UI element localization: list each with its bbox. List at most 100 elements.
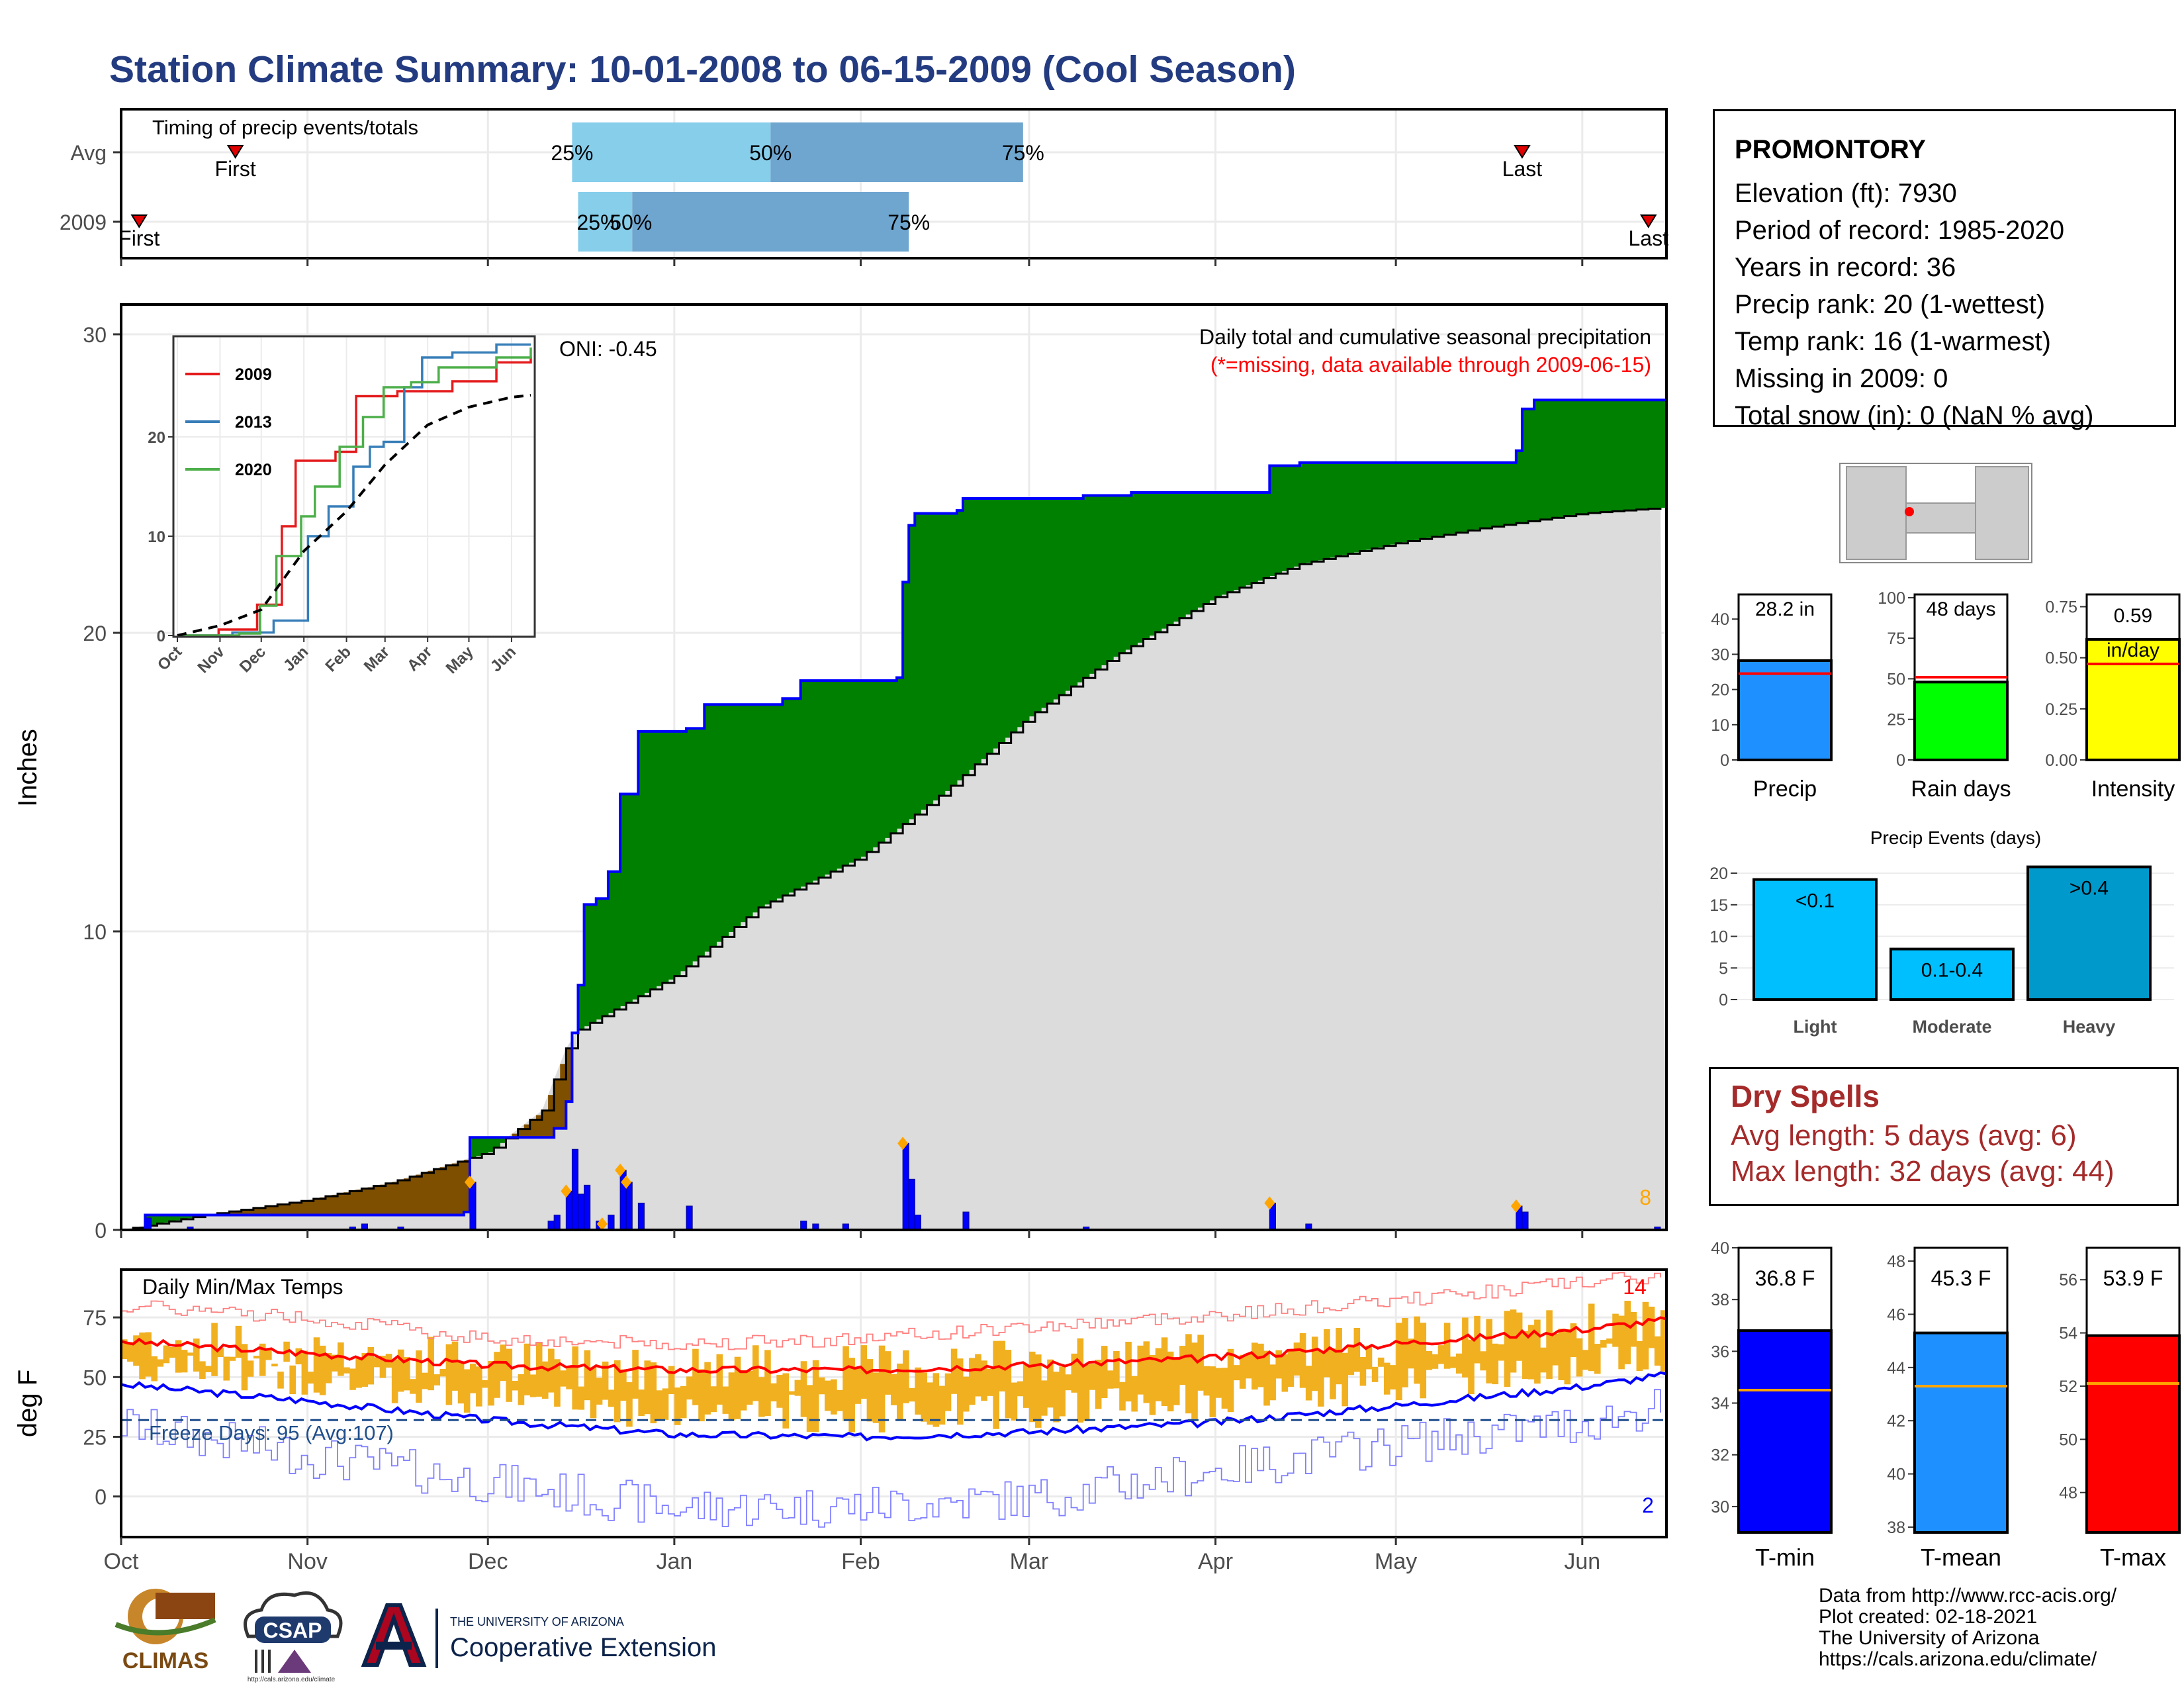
temps-daily-range-bar: [271, 1363, 278, 1367]
temps-daily-range-bar: [680, 1385, 687, 1419]
temps-daily-range-bar: [451, 1341, 459, 1391]
temps-daily-range-bar: [746, 1371, 753, 1405]
timing-category-label: 2009: [60, 211, 107, 234]
precip-event-marker: [1264, 1196, 1275, 1210]
summary-precip-y-tick-label: 10: [1711, 716, 1729, 735]
temps-daily-range-bar: [1468, 1339, 1475, 1394]
temps-daily-range-bar: [1432, 1354, 1439, 1369]
precip-panel-border: [120, 303, 1668, 1231]
temps-daily-range-bar: [457, 1361, 465, 1404]
temps-daily-range-bar: [1083, 1364, 1090, 1421]
credit-url: https://cals.arizona.edu/climate/: [1819, 1648, 2097, 1670]
temps-daily-range-bar: [1437, 1345, 1445, 1364]
temps-daily-range-bar: [1353, 1327, 1361, 1372]
temp-bar-t-min-y-tick-label: 32: [1711, 1446, 1729, 1465]
inset-legend-label: 2020: [235, 461, 272, 479]
timing-panel-border: [120, 108, 1668, 259]
summary-rain-days-y-tick-label: 50: [1887, 670, 1905, 688]
temps-daily-range-bar: [903, 1350, 909, 1403]
temps-daily-range-bar: [1215, 1368, 1222, 1398]
temps-daily-range-bar: [253, 1356, 260, 1359]
precip-daily-bar: [565, 1190, 572, 1231]
summary-rain-days-value-bar: [1913, 680, 2009, 761]
temps-daily-range-bar: [529, 1374, 537, 1397]
precip-cumulative-2009-line: [121, 391, 1668, 1231]
temps-daily-range-bar: [391, 1359, 398, 1403]
temps-daily-range-bar: [674, 1387, 681, 1425]
temps-daily-range-bar: [463, 1369, 471, 1413]
timing-bar-50-75: [770, 122, 1023, 182]
temps-daily-range-bar: [355, 1356, 362, 1388]
temps-daily-range-bar: [782, 1373, 790, 1429]
temps-daily-range-bar: [494, 1352, 500, 1398]
temps-daily-range-bar: [404, 1357, 410, 1391]
precip-y-axis-label: Inches: [13, 729, 42, 807]
temps-daily-range-bar: [151, 1356, 158, 1382]
temps-daily-range-bar: [1028, 1351, 1036, 1423]
temps-daily-range-bar: [800, 1361, 807, 1417]
temps-daily-range-bar: [716, 1354, 723, 1405]
temps-y-tick-label: 0: [95, 1485, 107, 1509]
temps-daily-range-bar: [223, 1356, 230, 1381]
temps-daily-range-bar: [1041, 1380, 1048, 1416]
timing-marker-last: [1639, 214, 1657, 228]
summary-value-label: 28.2 in: [1755, 598, 1815, 620]
summary-precip-y-tick-label: 40: [1711, 610, 1729, 629]
temps-daily-range-bar: [1612, 1313, 1619, 1347]
summary-rain-days-y-tick-label: 0: [1896, 751, 1905, 770]
temps-daily-range-bar: [1396, 1323, 1402, 1401]
events-bar-moderate: [1889, 947, 2015, 1001]
temps-daily-range-bar: [1191, 1342, 1198, 1419]
summary-rain-days-label: Rain days: [1911, 776, 2011, 802]
temps-daily-range-bar: [1318, 1350, 1324, 1407]
temps-daily-range-bar: [1636, 1340, 1643, 1372]
temps-daily-range-bar: [975, 1354, 981, 1397]
precip-daily-bar: [608, 1214, 615, 1231]
temps-y-tick-label: 75: [83, 1306, 107, 1330]
temps-daily-range-bar: [1149, 1354, 1156, 1415]
temps-daily-range-bar: [319, 1345, 326, 1395]
credits: Data from http://www.rcc-acis.org/ Plot …: [1819, 1585, 2116, 1670]
temps-daily-range-bar: [1510, 1309, 1517, 1373]
temps-daily-range-bar: [397, 1349, 404, 1392]
timing-label-p75: 75%: [887, 211, 930, 234]
temp-bar-t-min-value-label: 36.8 F: [1755, 1266, 1815, 1290]
temps-freeze-label: Freeze Days: 95 (Avg:107): [149, 1421, 394, 1444]
temps-daily-range-bar: [1065, 1374, 1072, 1391]
temps-daily-range-bar: [1540, 1347, 1547, 1373]
temp-bar-t-max-y-tick-label: 50: [2059, 1430, 2077, 1449]
temps-daily-range-bar: [1143, 1341, 1150, 1403]
temps-daily-range-bar: [548, 1348, 555, 1393]
events-category-label: Heavy: [2063, 1017, 2116, 1037]
temps-daily-range-bar: [1269, 1364, 1276, 1401]
summary-intensity-label: Intensity: [2091, 776, 2175, 802]
temps-daily-range-bar: [806, 1385, 813, 1432]
station-name: PROMONTORY: [1735, 135, 1926, 164]
temps-daily-range-bar: [241, 1344, 248, 1391]
temps-daily-range-bar: [987, 1368, 993, 1396]
temps-daily-range-bar: [1377, 1357, 1385, 1367]
precip-title: Daily total and cumulative seasonal prec…: [1199, 325, 1651, 349]
temps-daily-range-bar: [1462, 1317, 1469, 1378]
temps-daily-range-bar: [560, 1370, 567, 1387]
temps-daily-range-bar: [1594, 1344, 1601, 1374]
climas-logo-text: CLIMAS: [122, 1648, 208, 1673]
summary-intensity-y-tick-label: 0.50: [2045, 649, 2077, 668]
temps-daily-range-bar: [512, 1381, 519, 1391]
station-missing: Missing in 2009: 0: [1735, 364, 1948, 393]
precip-daily-bar: [584, 1184, 591, 1231]
temps-daily-range-bar: [422, 1372, 428, 1389]
temps-daily-range-bar: [608, 1389, 615, 1407]
temps-daily-range-bar: [897, 1363, 903, 1421]
temps-daily-range-bar: [1005, 1350, 1012, 1419]
temps-daily-range-bar: [361, 1353, 369, 1387]
temps-daily-range-bar: [1504, 1311, 1511, 1387]
temps-daily-range-bar: [1522, 1331, 1529, 1380]
timing-label-last: Last: [1502, 157, 1543, 181]
temps-average-max-line: [120, 1316, 1667, 1375]
temps-daily-range-bar: [650, 1362, 657, 1424]
temp-bar-t-mean-value-bar: [1913, 1331, 2009, 1534]
temps-daily-range-bar: [933, 1373, 940, 1427]
temps-daily-range-bar: [127, 1342, 134, 1362]
temps-daily-range-bar: [962, 1376, 970, 1412]
